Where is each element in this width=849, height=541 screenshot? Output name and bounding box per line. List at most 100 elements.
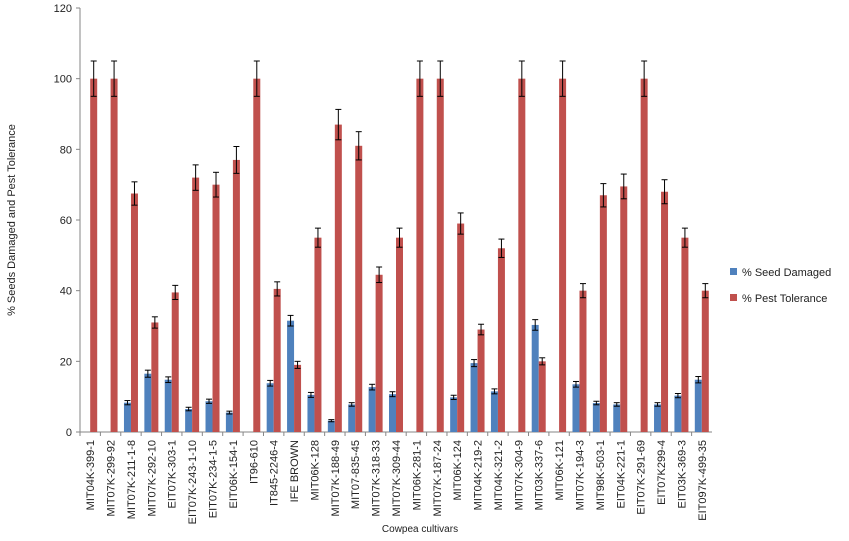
bar (661, 191, 669, 432)
legend-swatch-pest-tolerance (730, 294, 737, 301)
bar (314, 237, 322, 432)
x-tick-label: MIT07K-299-92 (106, 440, 118, 516)
x-tick-label: EIT06K-154-1 (228, 440, 240, 508)
bar (613, 404, 621, 432)
bar (225, 412, 233, 432)
bar (599, 195, 607, 432)
x-tick-label: MIT06K-124 (452, 440, 464, 501)
bar (497, 248, 505, 432)
bar (90, 78, 98, 433)
bar (436, 78, 444, 433)
x-tick-label: MIT04K-219-2 (473, 440, 485, 510)
x-tick-label: MIT07K-194-3 (574, 440, 586, 510)
bar (110, 78, 118, 433)
bar (368, 387, 376, 432)
x-tick-label: MIT07K-292-10 (146, 440, 158, 516)
bar (327, 420, 335, 432)
bar (592, 403, 600, 432)
bar (389, 394, 396, 432)
bar (232, 159, 240, 432)
bar (123, 402, 131, 432)
x-tick-label: MIT04K-399-1 (85, 440, 97, 510)
bar (640, 78, 648, 433)
bar (253, 78, 261, 433)
x-tick-label: MIT07-835-45 (350, 440, 362, 509)
bar (490, 391, 498, 432)
bar (205, 401, 213, 432)
bar (518, 78, 526, 433)
y-tick-label: 0 (66, 427, 72, 439)
bar (470, 363, 478, 432)
bar (396, 237, 403, 432)
bar (130, 193, 138, 432)
bar (287, 320, 295, 432)
legend-swatch-seed-damaged (730, 268, 737, 275)
x-tick-label: IT96-610 (248, 440, 260, 484)
bar (355, 145, 363, 433)
bar (531, 324, 539, 432)
bar (151, 322, 159, 432)
bar (307, 394, 315, 432)
bar (579, 290, 587, 432)
x-tick-label: MIT06K-128 (309, 440, 321, 501)
x-tick-label: EIT07K-303-1 (167, 440, 179, 508)
x-tick-label: EIT07K-234-1-5 (208, 440, 220, 518)
x-tick-label: MIT06K-121 (554, 440, 566, 501)
bar (450, 397, 458, 432)
bar (701, 290, 709, 432)
x-tick-label: MIT06K-281-1 (411, 440, 423, 510)
bar (654, 404, 662, 432)
bar (477, 329, 485, 432)
bar (681, 237, 689, 432)
x-tick-label: EIT03K-369-3 (676, 440, 688, 508)
y-tick-label: 20 (60, 356, 72, 368)
y-tick-label: 100 (54, 74, 72, 86)
x-tick-label: MIT07K-309-44 (391, 440, 403, 516)
y-tick-label: 60 (60, 215, 72, 227)
bar (185, 409, 193, 432)
bar (171, 292, 179, 432)
bar (694, 379, 702, 432)
y-tick-label: 40 (60, 286, 72, 298)
bar (144, 373, 152, 432)
x-tick-label: EIT07K299-4 (656, 440, 668, 505)
bar (164, 379, 172, 432)
legend-label-seed-damaged: % Seed Damaged (742, 267, 831, 279)
bar (192, 177, 200, 432)
x-tick-label: MIT07K-188-49 (330, 440, 342, 516)
legend: % Seed Damaged % Pest Tolerance (730, 267, 831, 305)
bar (273, 288, 281, 432)
bar (620, 186, 628, 432)
bar (559, 78, 567, 433)
x-tick-label: MIT04K-321-2 (493, 440, 505, 510)
x-tick-label: MIT07K-187-24 (432, 440, 444, 516)
x-tick-label: MIT03K-337-6 (534, 440, 546, 510)
legend-label-pest-tolerance: % Pest Tolerance (742, 293, 827, 305)
bar (375, 274, 383, 432)
y-tick-label: 120 (54, 3, 72, 15)
bar (538, 361, 546, 432)
bar (674, 395, 682, 432)
x-tick-label: MIT07K-211-1-8 (126, 440, 138, 519)
bar (348, 404, 356, 432)
bar (457, 223, 465, 432)
y-tick-label: 80 (60, 144, 72, 156)
x-tick-label: MIT98K-503-1 (595, 440, 607, 510)
y-axis-title: % Seeds Damaged and Pest Tolerance (6, 124, 18, 316)
bar (334, 124, 342, 432)
x-axis-title: Cowpea cultivars (382, 524, 458, 535)
x-tick-label: IT845-2246-4 (269, 440, 281, 506)
x-tick-label: EIT07K-291-69 (636, 440, 648, 515)
x-tick-label: EIT04K-221-1 (615, 440, 627, 508)
x-tick-label: EIT07K-243-1-10 (187, 440, 199, 524)
bar (266, 383, 274, 432)
x-tick-label: MIT07K-318-33 (371, 440, 383, 516)
x-tick-label: MIT07K-304-9 (513, 440, 525, 510)
bar (212, 184, 220, 432)
x-tick-label: EIT097K-499-35 (697, 440, 709, 521)
x-tick-label: IFE BROWN (289, 440, 301, 502)
bar (416, 78, 424, 433)
bar (572, 384, 580, 432)
bar (294, 364, 302, 432)
